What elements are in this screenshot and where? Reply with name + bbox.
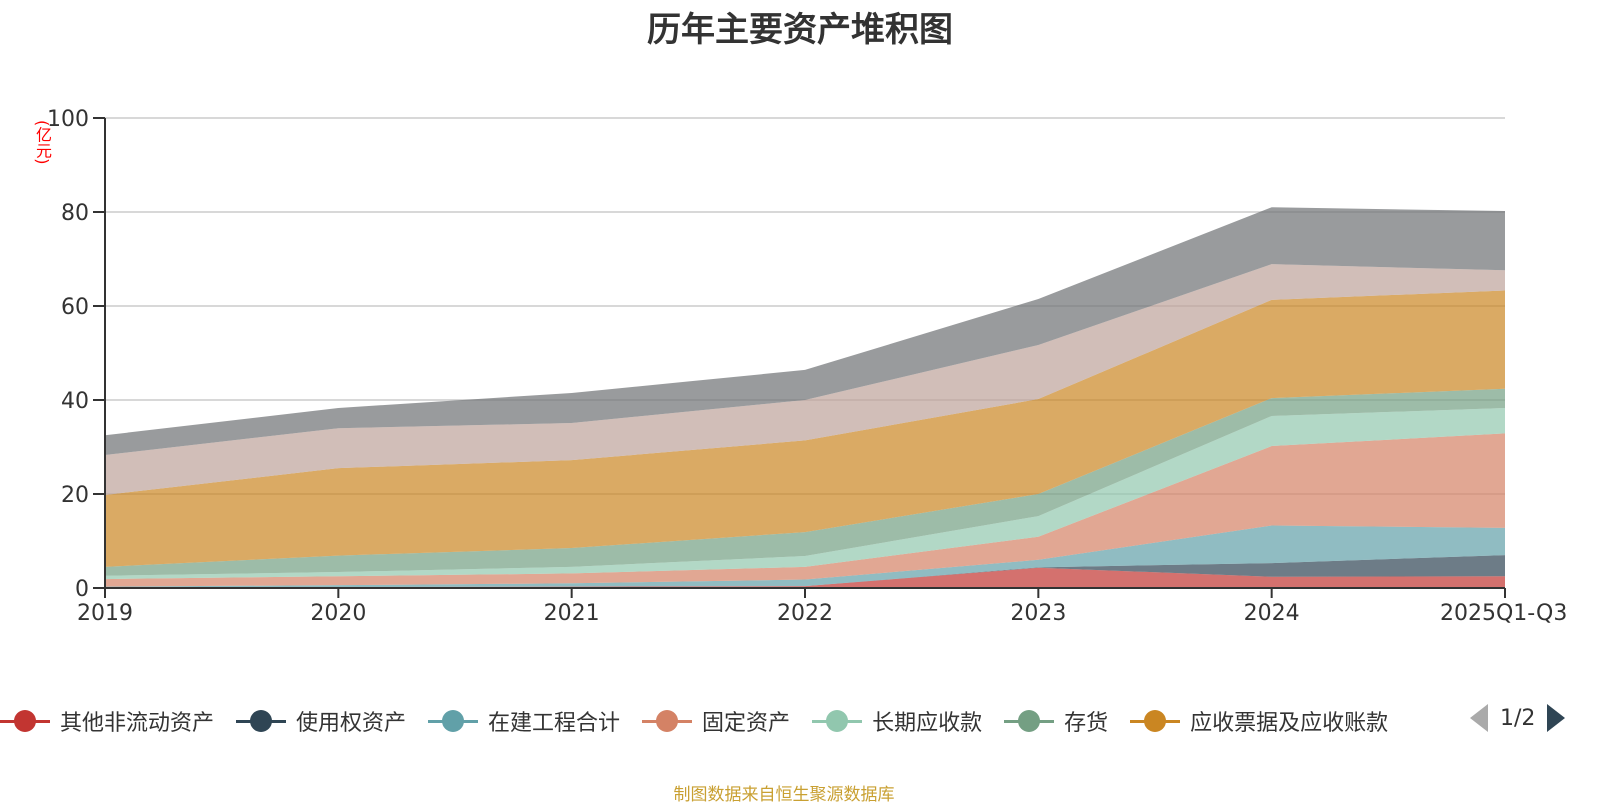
y-tick-label: 0 (75, 577, 89, 602)
area-series-4[interactable] (105, 407, 1505, 580)
chart-area: 0 20 40 60 80 100 2019 2020 2021 2022 2023 2024 2025… (47, 107, 1567, 626)
x-tick-label: 2024 (1244, 601, 1300, 626)
legend-page-indicator: 1/2 (1500, 705, 1536, 731)
y-tick-label: 80 (61, 201, 89, 226)
legend-marker-icon (236, 709, 287, 733)
legend-marker-icon (1130, 709, 1181, 733)
x-tick-label: 2021 (544, 601, 600, 626)
legend-label: 其他非流动资产 (60, 711, 215, 736)
legend-item[interactable]: 其他非流动资产 (0, 705, 214, 737)
x-tick-label: 2022 (777, 601, 833, 626)
area-series-7[interactable] (105, 264, 1505, 495)
data-source-note: 制图数据来自恒生聚源数据库 (673, 785, 895, 805)
y-tick-label: 40 (61, 389, 89, 414)
legend-marker-icon (1004, 709, 1055, 733)
x-tick-label: 2023 (1010, 601, 1066, 626)
legend-marker-icon (0, 709, 50, 733)
legend-label: 使用权资产 (296, 711, 407, 736)
legend-label: 在建工程合计 (488, 711, 621, 736)
x-tick-label: 2025Q1-Q3 (1440, 601, 1567, 626)
y-tick-label: 20 (61, 483, 89, 508)
legend-label: 存货 (1064, 711, 1109, 736)
legend-label: 固定资产 (702, 711, 791, 736)
legend-marker-icon (428, 709, 479, 733)
area-series-5[interactable] (105, 388, 1505, 576)
legend-item[interactable]: 使用权资产 (236, 705, 406, 737)
chart-title: 历年主要资产堆积图 (647, 10, 953, 50)
axes: 0 20 40 60 80 100 2019 2020 2021 2022 2023 2024 2025… (47, 107, 1567, 626)
legend-item[interactable]: 固定资产 (642, 705, 790, 737)
legend-next-page-icon[interactable] (1547, 704, 1566, 732)
legend-item[interactable]: 在建工程合计 (428, 705, 620, 737)
legend-item[interactable]: 存货 (1004, 705, 1108, 737)
area-series-0[interactable] (105, 567, 1505, 588)
area-series-2[interactable] (105, 525, 1505, 588)
y-tick-label: 100 (47, 107, 89, 132)
legend-label: 长期应收款 (872, 711, 983, 736)
legend-item[interactable]: 应收票据及应收账款 (1130, 705, 1388, 737)
legend-marker-icon (812, 709, 863, 733)
legend-label: 应收票据及应收账款 (1190, 711, 1389, 736)
legend-marker-icon (642, 709, 693, 733)
stacked-areas (105, 207, 1505, 588)
legend-item[interactable]: 长期应收款 (812, 705, 982, 737)
legend-prev-page-icon[interactable] (1470, 704, 1488, 732)
x-tick-label: 2019 (77, 601, 133, 626)
y-axis-unit-label: (亿元) (33, 120, 52, 165)
y-tick-label: 60 (61, 295, 89, 320)
area-series-6[interactable] (105, 290, 1505, 567)
area-series-1[interactable] (105, 555, 1505, 588)
legend: 其他非流动资产 使用权资产 在建工程合计 固定资产 长期应收款 存货 应收票据及应收账款 (0, 706, 1410, 736)
area-series-3[interactable] (105, 433, 1505, 587)
x-tick-label: 2020 (310, 601, 366, 626)
area-series-8[interactable] (105, 207, 1505, 455)
legend-pager: 1/2 (1470, 704, 1566, 732)
